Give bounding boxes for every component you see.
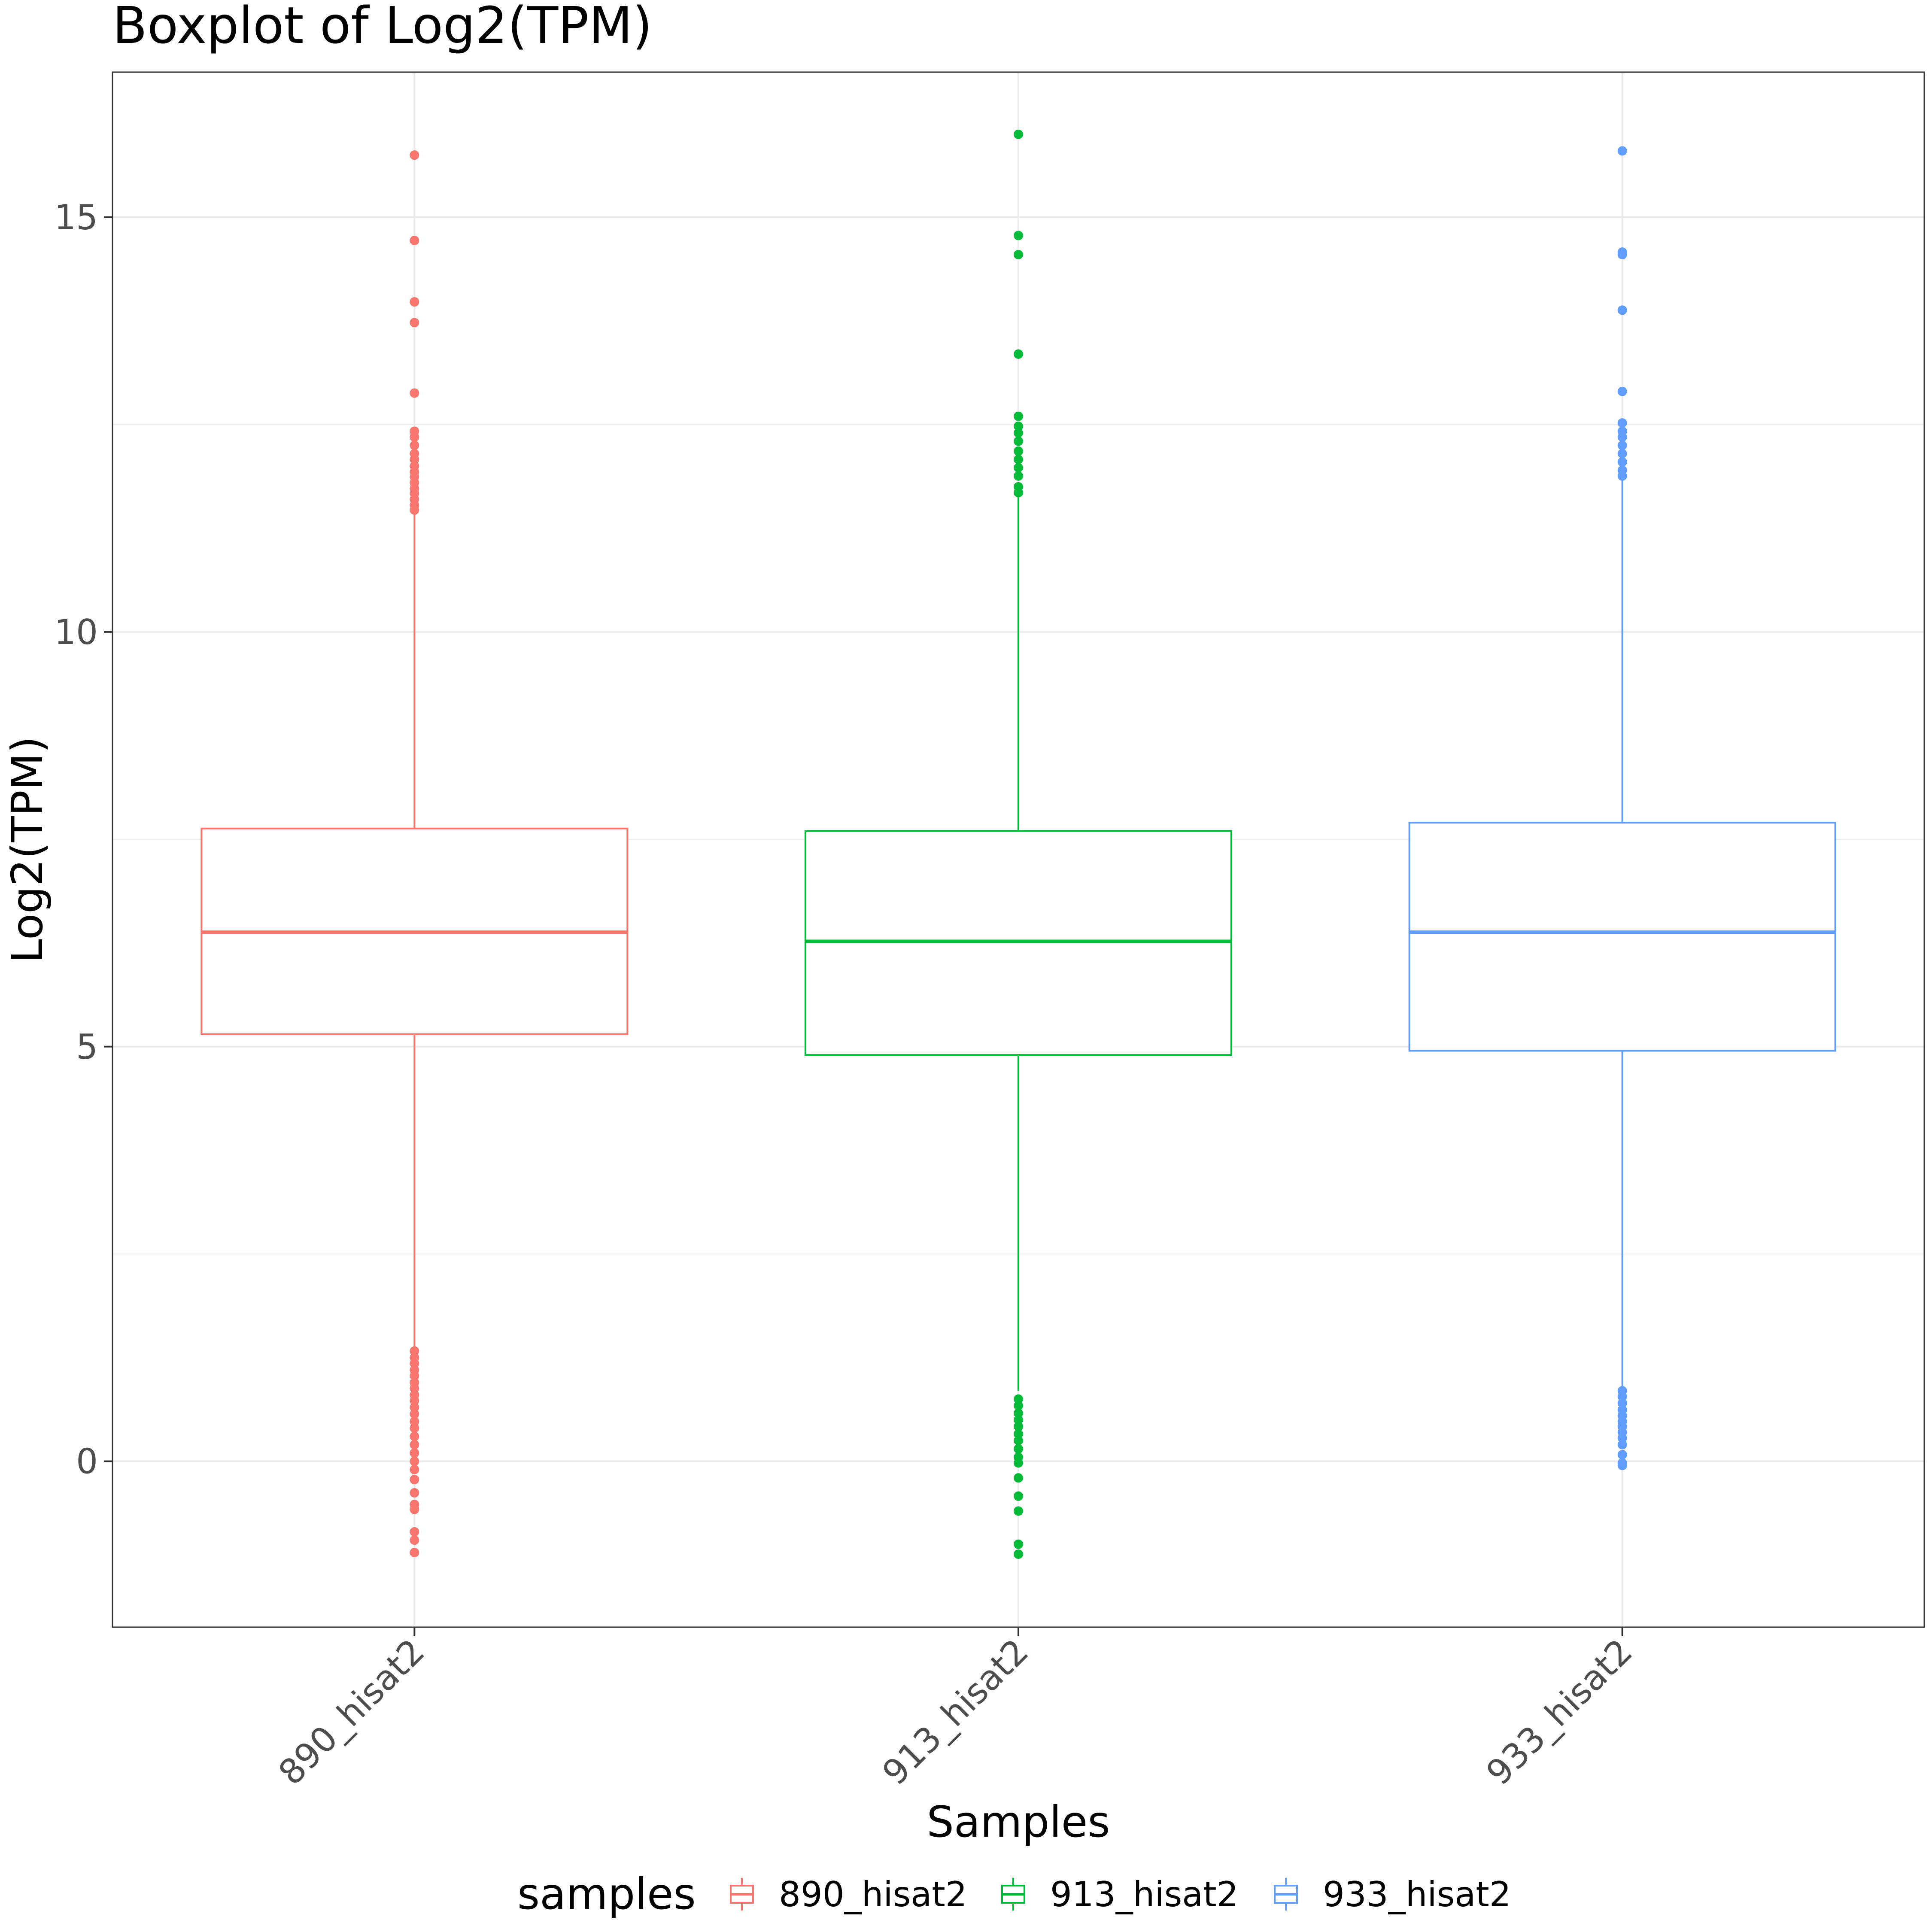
outlier-point	[410, 440, 419, 450]
outlier-point	[410, 1358, 419, 1368]
outlier-point	[1014, 428, 1023, 438]
interquartile-box	[1408, 822, 1836, 1052]
outlier-point	[1014, 1394, 1023, 1404]
outlier-point	[410, 1346, 419, 1356]
outlier-point	[1617, 457, 1627, 467]
legend-item-890_hisat2: 890_hisat2	[730, 1874, 967, 1914]
outlier-point	[410, 505, 419, 515]
outlier-point	[1014, 1549, 1023, 1559]
box-933_hisat2	[1408, 146, 1836, 1470]
outlier-point	[410, 1448, 419, 1458]
outlier-point	[410, 1409, 419, 1419]
legend: samples 890_hisat2 913_hisat2 933_hisat2	[517, 1869, 1511, 1919]
outlier-point	[1014, 249, 1023, 259]
outlier-point	[410, 455, 419, 465]
outlier-point	[1617, 471, 1627, 481]
outlier-point	[1014, 1436, 1023, 1446]
legend-label: 933_hisat2	[1323, 1874, 1511, 1914]
outlier-point	[1014, 1429, 1023, 1439]
outlier-point	[1014, 1506, 1023, 1516]
outlier-point	[1617, 1461, 1627, 1470]
legend-title: samples	[517, 1869, 696, 1919]
legend-item-913_hisat2: 913_hisat2	[1001, 1874, 1239, 1914]
outlier-point	[1014, 463, 1023, 473]
outlier-point	[410, 1431, 419, 1441]
outlier-point	[1617, 1391, 1627, 1401]
legend-item-933_hisat2: 933_hisat2	[1274, 1874, 1511, 1914]
outlier-point	[1014, 421, 1023, 431]
chart-title: Boxplot of Log2(TPM)	[112, 0, 652, 55]
outlier-point	[410, 1423, 419, 1433]
box-890_hisat2	[200, 150, 629, 1558]
legend-label: 913_hisat2	[1050, 1874, 1239, 1914]
outlier-point	[1014, 129, 1023, 139]
outlier-point	[1014, 1491, 1023, 1501]
outlier-point	[1014, 436, 1023, 446]
outlier-point	[1014, 1401, 1023, 1411]
outlier-point	[1014, 1444, 1023, 1454]
outlier-point	[1617, 305, 1627, 315]
outlier-point	[410, 1504, 419, 1514]
outlier-point	[410, 1456, 419, 1466]
outlier-point	[410, 1535, 419, 1545]
y-tick-label: 15	[54, 197, 98, 237]
boxes	[200, 129, 1836, 1559]
outlier-point	[1617, 146, 1627, 156]
outlier-point	[1014, 471, 1023, 481]
outlier-point	[1617, 1398, 1627, 1408]
outlier-point	[410, 1475, 419, 1485]
y-tick-label: 0	[76, 1442, 98, 1482]
outlier-point	[1014, 455, 1023, 465]
legend-label: 890_hisat2	[779, 1874, 967, 1914]
outlier-point	[1617, 432, 1627, 442]
y-axis: 0 5 10 15	[54, 197, 112, 1482]
outlier-point	[410, 1396, 419, 1406]
outlier-point	[1014, 488, 1023, 498]
outlier-point	[1617, 440, 1627, 450]
outlier-point	[410, 1464, 419, 1474]
outlier-point	[410, 236, 419, 246]
outlier-point	[410, 150, 419, 160]
legend-key	[730, 1878, 754, 1911]
legend-key	[1274, 1878, 1298, 1911]
outlier-point	[1617, 386, 1627, 396]
outlier-point	[1617, 418, 1627, 428]
outlier-point	[1014, 349, 1023, 359]
outlier-point	[1014, 1415, 1023, 1425]
outlier-point	[1014, 1473, 1023, 1483]
outlier-point	[1617, 449, 1627, 459]
outlier-point	[410, 318, 419, 328]
outlier-point	[1617, 1450, 1627, 1460]
outlier-point	[410, 1488, 419, 1498]
outlier-point	[1014, 1408, 1023, 1418]
outlier-point	[1617, 1440, 1627, 1450]
outlier-point	[410, 1383, 419, 1393]
outlier-point	[410, 1527, 419, 1537]
outlier-point	[1014, 1458, 1023, 1468]
box-913_hisat2	[805, 129, 1232, 1559]
legend-key	[1001, 1878, 1025, 1911]
x-axis-title: Samples	[927, 1797, 1110, 1847]
y-axis-title: Log2(TPM)	[2, 736, 52, 963]
outlier-point	[1617, 249, 1627, 259]
outlier-point	[410, 1371, 419, 1381]
y-tick-label: 10	[54, 612, 98, 652]
outlier-point	[1617, 1433, 1627, 1443]
outlier-point	[410, 388, 419, 398]
outlier-point	[1014, 231, 1023, 240]
outlier-point	[410, 1548, 419, 1558]
y-tick-label: 5	[76, 1027, 98, 1067]
outlier-point	[1014, 1422, 1023, 1431]
outlier-point	[1014, 411, 1023, 421]
outlier-point	[410, 1440, 419, 1450]
outlier-point	[410, 297, 419, 307]
outlier-point	[410, 1416, 419, 1426]
outlier-point	[410, 432, 419, 442]
outlier-point	[1014, 446, 1023, 456]
outlier-point	[410, 1403, 419, 1413]
outlier-point	[1014, 1539, 1023, 1549]
